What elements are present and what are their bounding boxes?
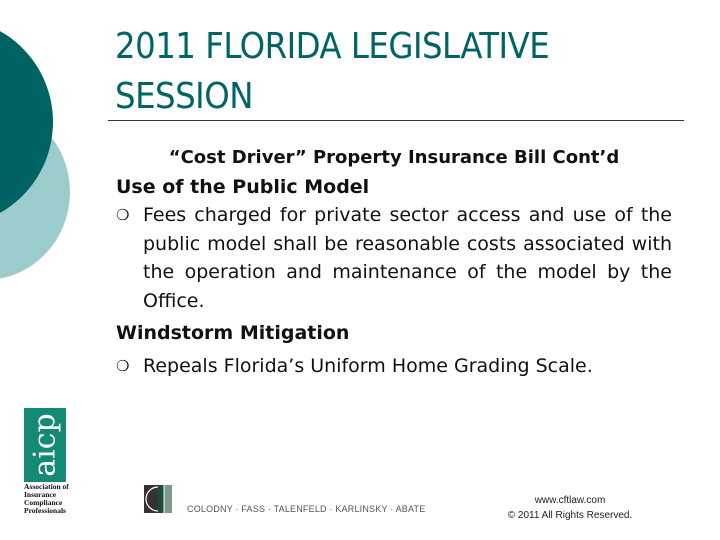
- section-heading: Windstorm Mitigation: [116, 322, 350, 344]
- bullet-circle-icon: ❍: [116, 356, 130, 375]
- footer-copyright: © 2011 All Rights Reserved.: [507, 510, 633, 521]
- title-divider: [108, 120, 684, 121]
- section-heading: Use of the Public Model: [116, 175, 370, 198]
- slide-subtitle: “Cost Driver” Property Insurance Bill Co…: [168, 147, 620, 168]
- slide-title: 2011 FLORIDA LEGISLATIVE SESSION: [115, 26, 550, 117]
- decorative-circle-dark: [0, 31, 53, 213]
- bullet-text: Repeals Florida’s Uniform Home Grading S…: [143, 354, 593, 377]
- bullet-item: ❍ Repeals Florida’s Uniform Home Grading…: [116, 352, 672, 381]
- decorative-circles: [0, 31, 70, 279]
- bullet-text: Fees charged for private sector access a…: [143, 204, 672, 312]
- aicp-logo-letters: aicp: [27, 413, 63, 477]
- bullet-item: ❍ Fees charged for private sector access…: [116, 201, 672, 315]
- firm-logo-name: COLODNY · FASS · TALENFELD · KARLINSKY ·…: [187, 504, 426, 514]
- aicp-logo-name: Association of Insurance Compliance Prof…: [24, 482, 69, 515]
- firm-logo-icon: [144, 485, 172, 513]
- footer: www.cftlaw.com © 2011 All Rights Reserve…: [490, 493, 650, 523]
- bullet-circle-icon: ❍: [116, 206, 130, 224]
- aicp-logo: aicp: [24, 408, 66, 482]
- footer-website: www.cftlaw.com: [534, 495, 606, 506]
- slide-content: “Cost Driver” Property Insurance Bill Co…: [116, 144, 672, 380]
